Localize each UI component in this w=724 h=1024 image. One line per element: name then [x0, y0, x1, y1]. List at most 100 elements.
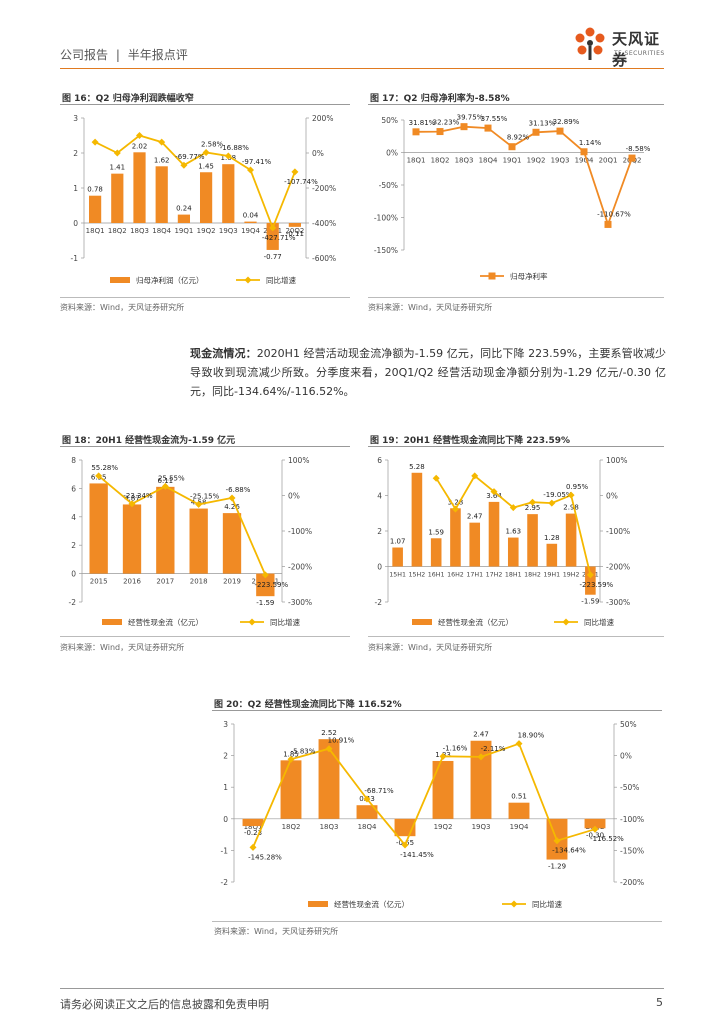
fig20-line-value-label: -116.52%: [590, 835, 624, 843]
fig16-category-label: 19Q1: [174, 227, 193, 235]
fig19-line-point: [432, 474, 440, 482]
fig16-right-tick-label: 0%: [312, 149, 324, 158]
fig17-legend-line-label: 归母净利率: [510, 271, 548, 281]
fig18-bar-value-label: 4.26: [224, 503, 240, 511]
fig18-top-rule: [60, 446, 350, 447]
fig19-left-tick-label: -2: [375, 598, 383, 607]
fig20-series-line: [252, 742, 596, 848]
fig18-line-value-label: 55.28%: [91, 464, 118, 472]
fig20-line-value-label: -141.45%: [400, 851, 434, 859]
fig18-line-point: [161, 482, 169, 490]
fig19-source: 资料来源：Wind，天风证券研究所: [368, 643, 493, 652]
fig19-category-label: 16H2: [447, 572, 464, 579]
fig19-line-point: [567, 491, 575, 499]
logo-name-en: TF SECURITIES: [614, 50, 665, 57]
fig16-bar: [88, 195, 102, 223]
fig16-line-value-label: -16.88%: [220, 144, 250, 152]
fig18-bar: [222, 513, 242, 574]
fig19-bottom-rule: [368, 636, 664, 637]
fig19-category-label: 19H1: [543, 572, 560, 579]
fig17-line-value-label: 31.13%: [529, 119, 556, 127]
fig20-line-point: [249, 843, 257, 851]
fig17-line-value-label: 1.14%: [579, 139, 602, 147]
fig17-bottom-rule: [368, 297, 664, 298]
fig19-category-label: 17H2: [486, 572, 503, 579]
fig17-category-label: 18Q2: [431, 157, 450, 165]
fig16-line-point: [291, 168, 299, 176]
fig16-line-point: [91, 138, 99, 146]
fig19-right-tick-label: -200%: [606, 563, 630, 572]
fig16-right-tick-label: -400%: [312, 219, 336, 228]
fig17-category-label: 20Q1: [599, 157, 618, 165]
fig16-category-label: 18Q4: [152, 227, 171, 235]
report-category: 公司报告 | 半年报点评: [60, 46, 188, 63]
fig19-line-point: [529, 498, 537, 506]
fig16-line-point: [113, 149, 121, 157]
fig20-line-point: [553, 837, 561, 845]
fig16-category-label: 20Q2: [285, 227, 304, 235]
fig20-bar-value-label: 2.52: [321, 729, 337, 737]
fig19-left-tick-label: 0: [377, 563, 382, 572]
fig20-line-value-label: -1.16%: [443, 744, 468, 752]
fig19-bar: [488, 501, 500, 567]
fig18-line-point: [261, 571, 269, 579]
fig20-left-tick-label: -2: [221, 878, 229, 887]
fig18-bar-value-label: 4.87: [124, 494, 140, 502]
fig18-line-value-label: -25.15%: [190, 492, 220, 500]
fig16-left-tick-label: 0: [73, 219, 78, 228]
fig17-line-value-label: 32.23%: [433, 119, 460, 127]
fig18-bar: [122, 504, 142, 574]
fig18-legend-bar-swatch: [102, 619, 122, 625]
fig20-right-tick-label: -50%: [620, 783, 639, 792]
fig19-line-point: [509, 504, 517, 512]
logo-name-cn: 天风证券: [612, 30, 661, 69]
fig16-left-tick-label: 2: [73, 149, 78, 158]
fig16-legend-bar-swatch: [110, 277, 130, 283]
footer-rule: [60, 988, 664, 989]
fig16-bar-value-label: 1.62: [154, 156, 170, 164]
fig19-bar: [411, 472, 423, 567]
fig19-line-value-label: -19.05%: [543, 491, 573, 499]
fig19-line-value-label: -223.59%: [580, 581, 614, 589]
fig20-bar-value-label: 2.47: [473, 731, 489, 739]
fig19-line-value-label: 0.95%: [566, 483, 589, 491]
fig18-line-value-label: -223.59%: [254, 581, 288, 589]
fig17-line-point: [604, 220, 612, 228]
flower-logo-icon: [575, 27, 605, 60]
fig19-left-tick-label: 2: [377, 527, 382, 536]
fig17-line-point: [556, 127, 564, 135]
fig16-line-value-label: -427.71%: [262, 234, 296, 242]
fig18-bottom-rule: [60, 636, 350, 637]
fig20-line-point: [363, 795, 371, 803]
fig17-series-line: [415, 125, 633, 228]
header-separator: |: [115, 48, 120, 62]
fig17-title: 图 17：Q2 归母净利率为-8.58%: [370, 94, 510, 104]
fig16-right-tick-label: -200%: [312, 184, 336, 193]
fig17-line-value-label: 37.55%: [481, 115, 508, 123]
fig19-legend-bar-label: 经营性现金流（亿元）: [438, 617, 513, 627]
fig20-line-value-label: -68.71%: [364, 787, 394, 795]
fig20-category-label: 19Q3: [472, 823, 491, 831]
fig19-category-label: 15H2: [409, 572, 426, 579]
fig20-line-value-label: -145.28%: [248, 853, 282, 861]
fig16-title: 图 16：Q2 归母净利润跌幅收窄: [62, 94, 194, 104]
fig19-bar: [546, 543, 558, 567]
fig18-category-label: 2018: [190, 578, 208, 586]
fig19-bar-value-label: 1.07: [390, 538, 406, 546]
fig16-bar-value-label: 0.04: [243, 212, 259, 220]
fig20-bar: [280, 760, 302, 819]
fig20-line-point: [287, 755, 295, 763]
fig19-legend-line-marker: [562, 618, 570, 626]
fig17-left-tick-label: -100%: [374, 214, 398, 223]
fig16-bar: [244, 221, 257, 223]
fig20-left-tick-label: 0: [223, 815, 228, 824]
fig20-line-value-label: 18.90%: [518, 732, 545, 740]
fig16-bar-value-label: 2.02: [132, 142, 148, 150]
fig17-line-value-label: 31.81%: [409, 119, 436, 127]
fig17-category-label: 19Q4: [575, 157, 594, 165]
fig17-left-tick-label: -150%: [374, 246, 398, 255]
fig20-category-label: 18Q1: [244, 823, 263, 831]
fig19-bar-value-label: 1.63: [505, 528, 521, 536]
fig20-source: 资料来源：Wind，天风证券研究所: [214, 927, 339, 936]
